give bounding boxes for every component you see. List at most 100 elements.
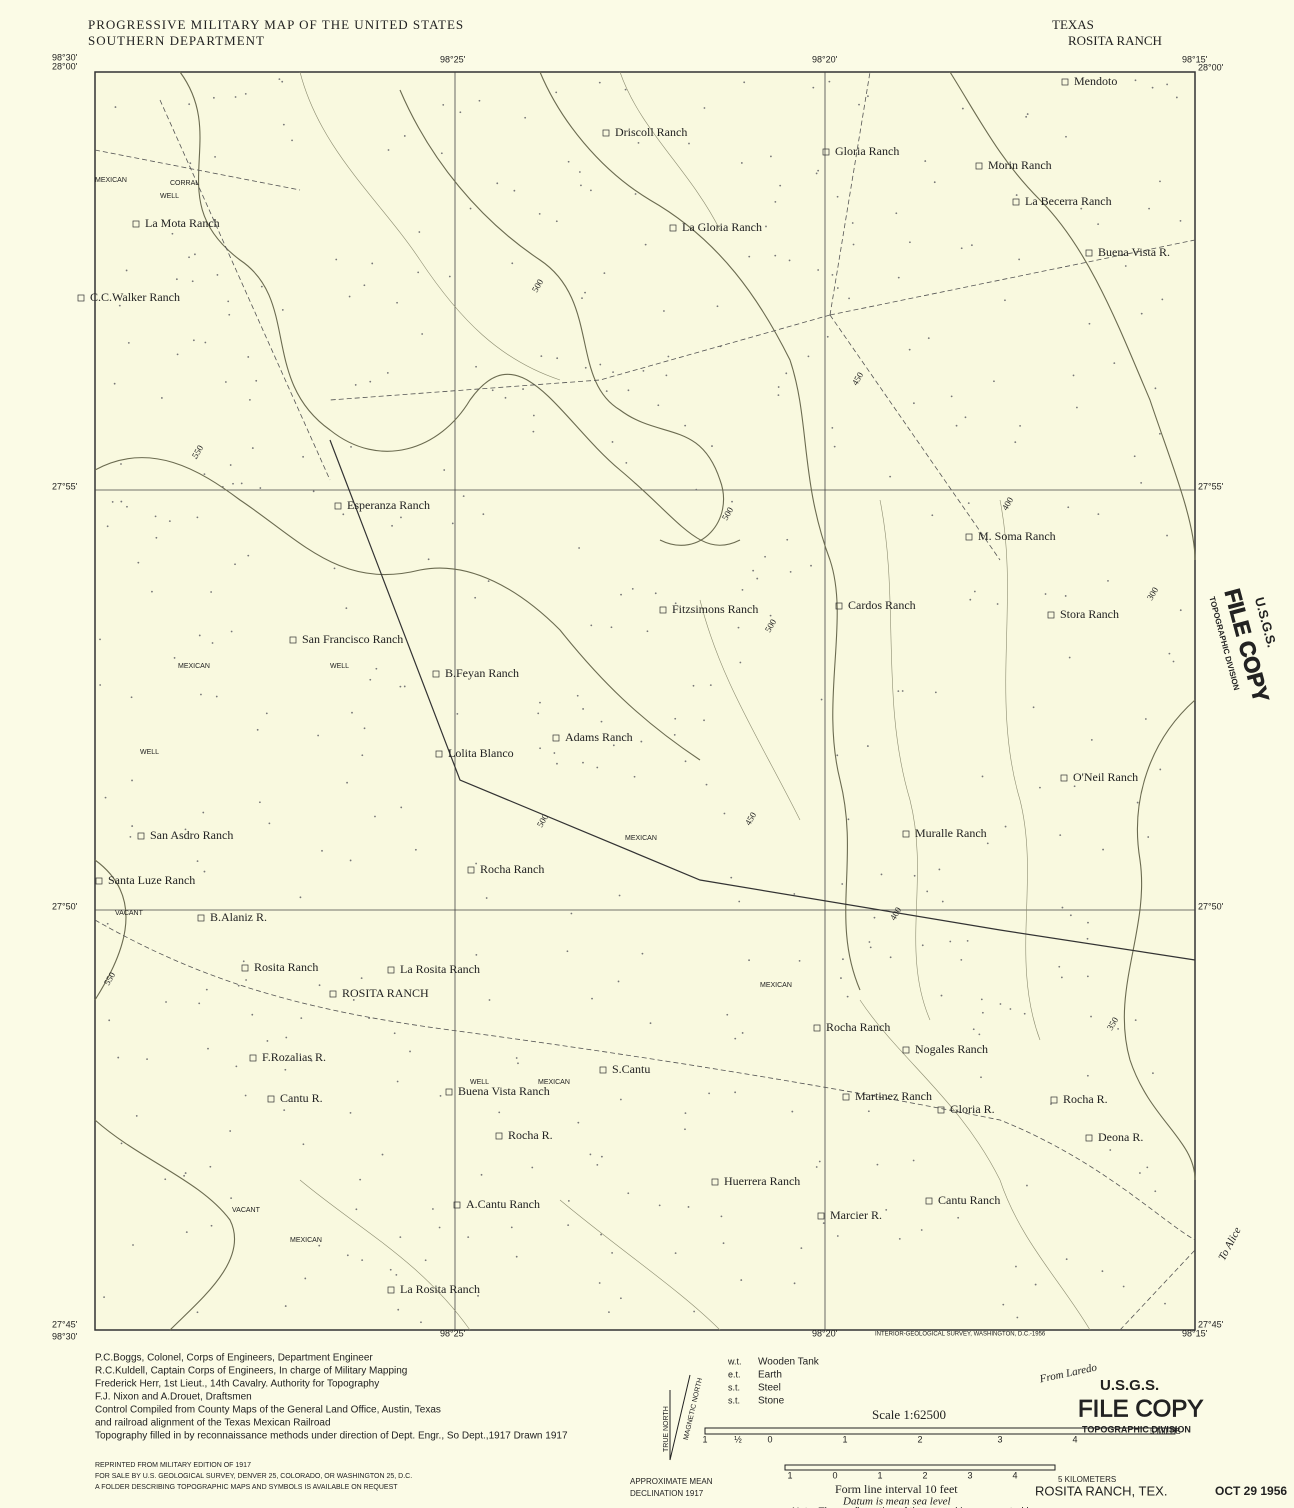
minor-label: WELL	[470, 1079, 489, 1086]
dot	[247, 356, 250, 358]
ranch-symbol	[813, 1024, 821, 1032]
ranch-symbol	[1085, 249, 1093, 257]
dot	[515, 1255, 518, 1258]
dot	[127, 341, 130, 344]
dot	[212, 96, 215, 99]
dot	[938, 868, 941, 871]
place-label: La Mota Ranch	[145, 216, 220, 230]
dot	[770, 155, 772, 158]
coordinate-label: 27°50'	[1198, 901, 1224, 911]
dot	[617, 980, 620, 983]
dot	[285, 1036, 288, 1039]
dot	[333, 567, 336, 570]
dot	[214, 155, 216, 158]
dot	[730, 876, 733, 879]
place-label: Stora Ranch	[1060, 607, 1119, 621]
minor-label: VACANT	[115, 910, 144, 917]
dot	[1179, 219, 1182, 222]
dot	[620, 593, 622, 596]
dot	[171, 232, 174, 235]
dot	[1158, 432, 1161, 435]
dot	[555, 91, 558, 94]
road	[329, 71, 1196, 561]
dot	[869, 946, 872, 949]
scale-tick-label: 0	[767, 1434, 772, 1444]
dot	[475, 365, 477, 368]
dot	[475, 953, 478, 956]
dot	[1097, 513, 1100, 515]
dot	[709, 684, 712, 687]
dot	[266, 1040, 269, 1042]
dot	[748, 255, 751, 258]
dot	[355, 1208, 358, 1211]
ranch-symbol	[599, 1066, 607, 1074]
ranch-symbol	[552, 734, 560, 742]
coordinate-label: 98°30'	[52, 1331, 78, 1341]
dot	[580, 184, 582, 187]
minor-label: MEXICAN	[178, 663, 210, 670]
dot	[774, 201, 777, 203]
dot	[369, 678, 372, 681]
graticule	[95, 72, 1195, 1330]
dot	[810, 564, 812, 567]
dot	[658, 1204, 661, 1207]
dot	[618, 894, 621, 897]
dot	[1152, 1072, 1154, 1075]
dot	[1069, 914, 1072, 917]
dot	[363, 284, 366, 287]
dot	[203, 870, 206, 873]
dot	[582, 708, 584, 710]
dot	[960, 247, 963, 250]
dot	[931, 514, 934, 517]
place-label: Cardos Ranch	[848, 598, 916, 612]
dot	[375, 667, 378, 670]
dot	[920, 1229, 923, 1231]
dot	[981, 775, 984, 778]
dot	[589, 1153, 592, 1156]
dot	[1101, 1270, 1104, 1273]
dot	[1018, 258, 1021, 261]
scale-tick-label: 3	[967, 1470, 972, 1480]
dot	[1044, 593, 1047, 595]
dot	[189, 162, 192, 165]
dot	[185, 1231, 188, 1234]
dot	[1164, 1302, 1166, 1305]
dot	[480, 1173, 483, 1176]
ranch-symbol	[197, 914, 205, 922]
place-label: Marcier R.	[830, 1208, 882, 1222]
dot	[880, 873, 883, 876]
dot	[216, 274, 219, 276]
dot	[1144, 718, 1147, 720]
ranch-symbol	[467, 866, 475, 874]
minor-label: VACANT	[232, 1207, 261, 1214]
ranch-symbol	[289, 636, 297, 644]
place-label: La Gloria Ranch	[682, 220, 762, 234]
dot	[711, 445, 713, 447]
dot	[596, 1164, 599, 1166]
dot	[1015, 194, 1018, 196]
dot	[247, 554, 250, 557]
dot	[1026, 1184, 1028, 1187]
dot	[986, 842, 989, 845]
dot	[349, 859, 352, 862]
legend-text: Steel	[758, 1383, 781, 1394]
dot	[456, 713, 459, 715]
ranch-symbol	[387, 1286, 395, 1294]
dot	[584, 366, 587, 369]
dot	[1122, 1285, 1125, 1288]
ranch-symbol	[334, 502, 342, 510]
ranch-symbol	[1061, 78, 1069, 86]
dot	[278, 78, 281, 81]
dot	[496, 182, 499, 185]
dot	[993, 380, 995, 383]
dot	[120, 1142, 123, 1145]
dot	[798, 959, 801, 962]
dot	[302, 1143, 305, 1146]
dot	[570, 912, 573, 915]
dot	[673, 733, 676, 736]
dot	[885, 1209, 888, 1211]
dot	[786, 538, 789, 541]
dot	[539, 747, 541, 750]
dot	[346, 1254, 349, 1257]
ranch-symbol	[77, 294, 85, 302]
